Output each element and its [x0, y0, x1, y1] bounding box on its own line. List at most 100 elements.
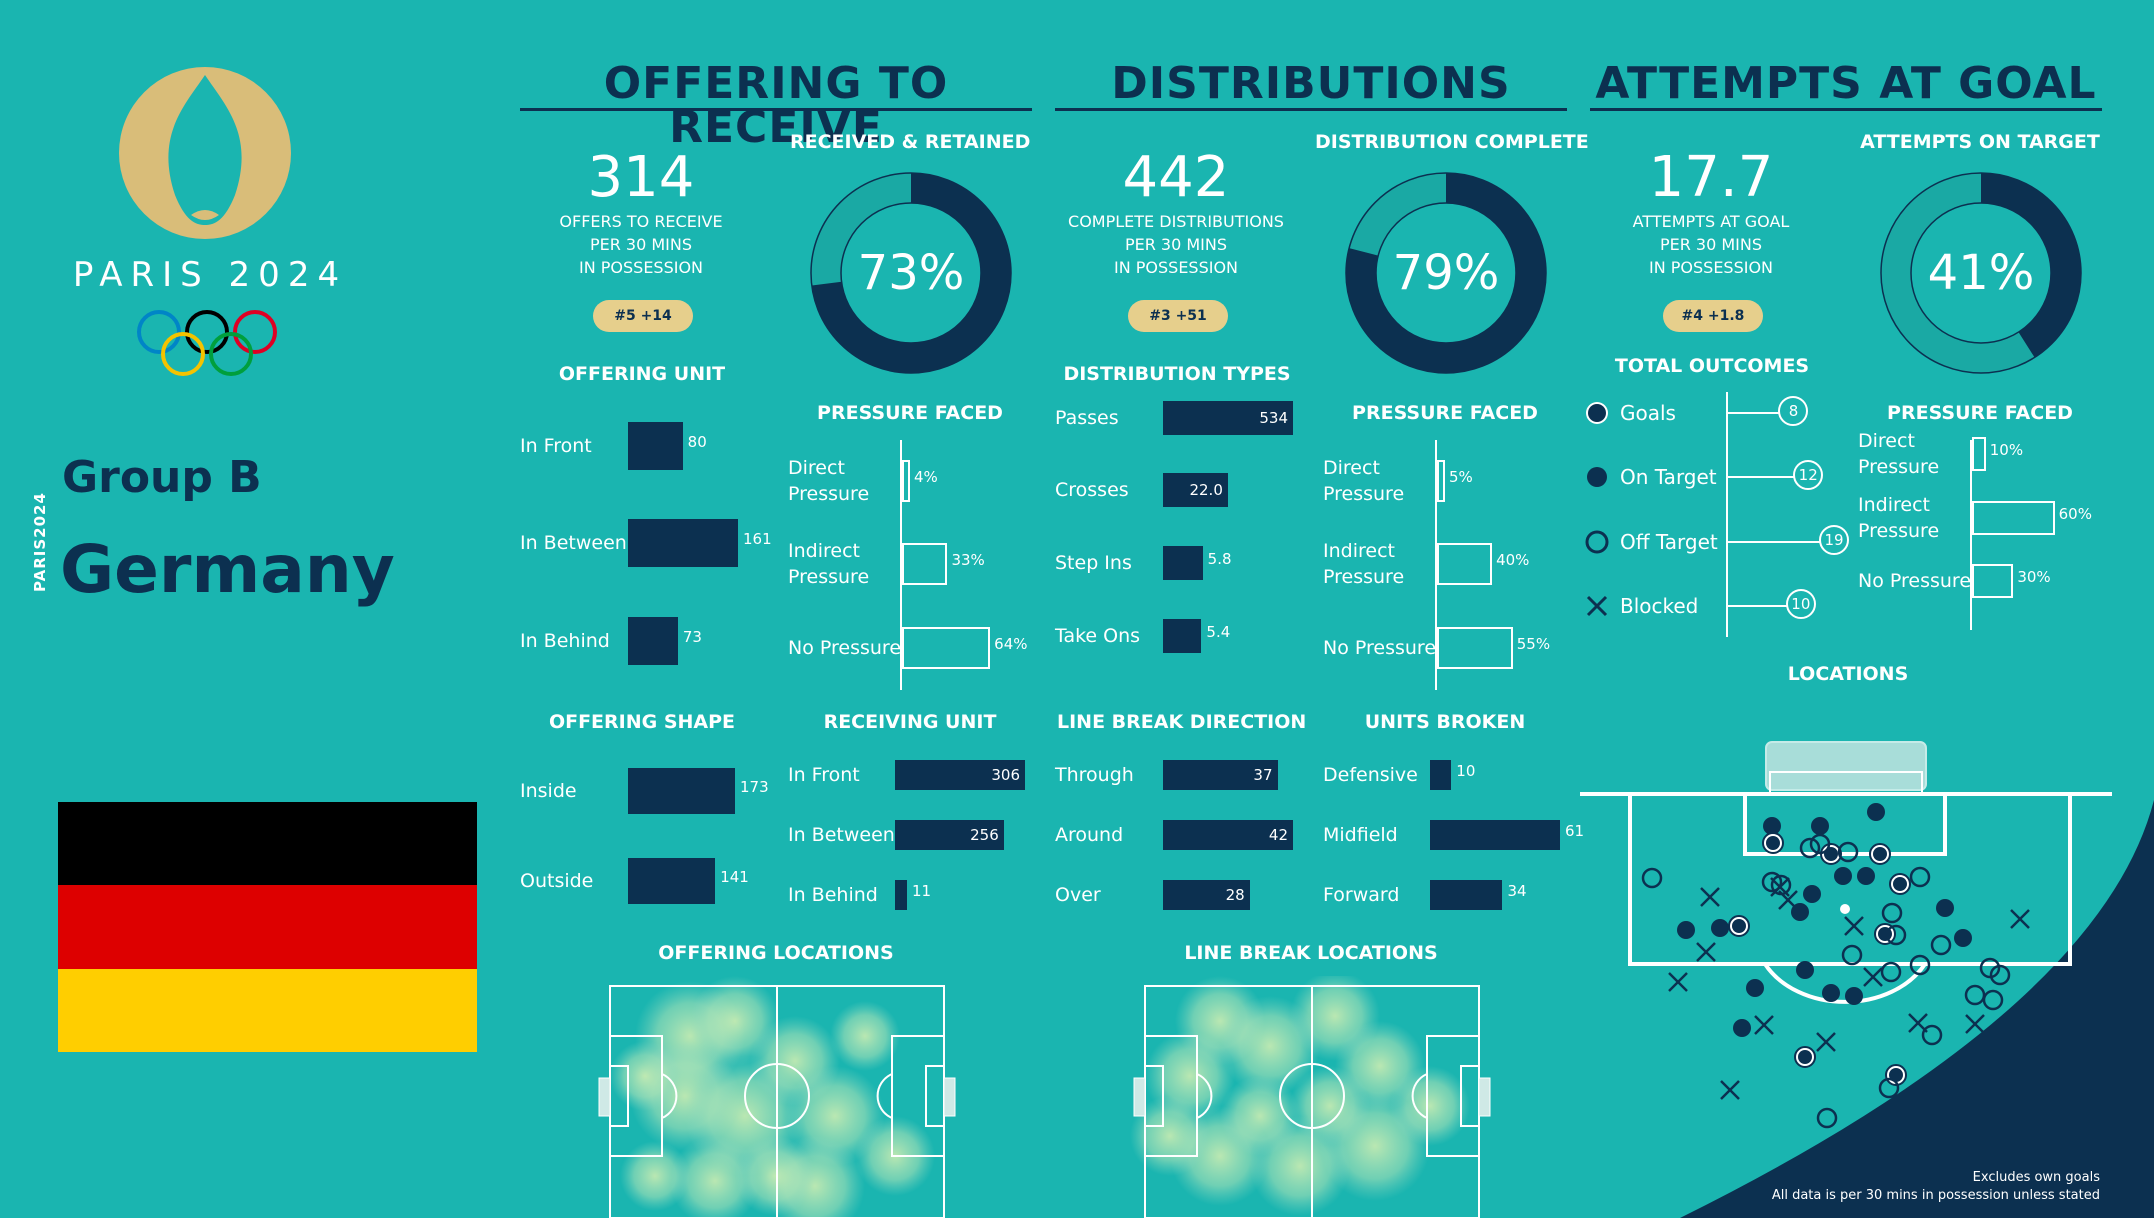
goal-shot-core [1798, 1050, 1812, 1064]
blocked-shot [1778, 890, 1798, 910]
on-target-shot [1811, 817, 1829, 835]
bar-label: Crosses [1055, 479, 1129, 501]
bar-value: 256 [970, 826, 999, 844]
offering-unit-title: OFFERING UNIT [558, 363, 726, 385]
blocked-shot [1844, 916, 1864, 936]
offering-title-rule [520, 108, 1032, 111]
filled-marker-icon [1587, 467, 1607, 487]
goal-right [1478, 1077, 1491, 1117]
bar-value: 306 [991, 766, 1020, 784]
bar-label: Over [1055, 884, 1101, 906]
pressure-label: Indirect [788, 540, 860, 562]
bar [895, 760, 1025, 790]
navy-corner-shape [1680, 800, 2154, 1218]
pressure-bar [1972, 501, 2055, 535]
total-outcomes-title: TOTAL OUTCOMES [1614, 355, 1810, 377]
side-brand-text: PARIS2024 [31, 492, 49, 592]
blocked-shot [2010, 909, 2030, 929]
offers-desc-line: PER 30 MINS [589, 235, 693, 254]
bar [1163, 619, 1202, 653]
outcome-stem [1727, 541, 1821, 543]
team-name: Germany [60, 531, 395, 608]
line-break-locations-heatmap [1130, 976, 1491, 1218]
received-retained-title: RECEIVED & RETAINED [790, 131, 1031, 153]
pressure-label: No Pressure [788, 637, 902, 659]
on-target-shot [1857, 867, 1875, 885]
distributions-title-rule [1055, 108, 1567, 111]
on-target-shot [1822, 984, 1840, 1002]
goal-shot-core [1732, 919, 1746, 933]
off-target-shot [1921, 1024, 1943, 1046]
bar-label: Forward [1323, 884, 1400, 906]
attempts-on-target-pct: 41% [1927, 245, 2035, 301]
offering-pressure-axis [900, 440, 902, 690]
off-target-shot [1841, 944, 1863, 966]
pressure-value: 5% [1449, 468, 1473, 486]
on-target-shot [1677, 921, 1695, 939]
donut-value-arc [1980, 173, 2081, 358]
open-marker-icon [1585, 530, 1609, 554]
attempts-rank-badge: #4 +1.8 [1663, 300, 1763, 332]
bar [628, 519, 738, 567]
shotmap-pitch-lines [1580, 792, 2112, 1004]
on-target-shot [1711, 919, 1729, 937]
on-target-shot [1845, 987, 1863, 1005]
bar-label: Through [1055, 764, 1134, 786]
pressure-value: 64% [994, 635, 1028, 653]
off-target-shot [1881, 902, 1903, 924]
attempts-pressure-title: PRESSURE FACED [1887, 402, 2073, 424]
bar [628, 617, 678, 665]
offers-value: 314 [587, 145, 695, 210]
blocked-shot [1816, 1032, 1836, 1052]
offering-locations-heatmap [598, 976, 956, 1218]
pressure-label: Pressure [1323, 566, 1405, 588]
distributions-section-title: DISTRIBUTIONS [1111, 58, 1511, 109]
outcome-value: 10 [1785, 589, 1816, 619]
pressure-value: 55% [1516, 635, 1551, 653]
pressure-label: Indirect [1858, 494, 1930, 516]
on-target-shot [1803, 885, 1821, 903]
bar-value: 161 [743, 530, 772, 548]
bar [1163, 880, 1250, 910]
bar-value: 534 [1259, 409, 1288, 427]
blocked-shot [1770, 877, 1790, 897]
attempts-desc-line: PER 30 MINS [1659, 235, 1763, 254]
bar [1430, 820, 1560, 850]
bar-value: 5.4 [1206, 623, 1231, 641]
bar [1163, 760, 1278, 790]
offering-locations-title: OFFERING LOCATIONS [658, 942, 894, 964]
goal-net [1765, 741, 1927, 791]
pressure-value: 4% [914, 468, 938, 486]
blocked-shot [1700, 887, 1720, 907]
off-target-shot [1837, 841, 1859, 863]
outcome-label: Off Target [1620, 530, 1718, 554]
bar-value: 80 [687, 433, 707, 451]
paris-2024-emblem-icon [119, 67, 291, 239]
on-target-shot [1936, 899, 1954, 917]
outcome-value: 12 [1793, 460, 1824, 490]
pressure-bar [902, 460, 910, 502]
line-break-locations-title: LINE BREAK LOCATIONS [1184, 942, 1438, 964]
bar [895, 880, 907, 910]
bar [1163, 820, 1293, 850]
goal-shot-core [1873, 847, 1887, 861]
distributions-description: COMPLETE DISTRIBUTIONS PER 30 MINS IN PO… [1046, 210, 1306, 279]
goal-left [1133, 1077, 1146, 1117]
bar-label: Defensive [1323, 764, 1418, 786]
bar [628, 422, 683, 470]
on-target-shot [1834, 867, 1852, 885]
bar [895, 820, 1004, 850]
off-target-shot [1909, 954, 1931, 976]
bar-value: 22.0 [1189, 481, 1223, 499]
distribution-complete-title: DISTRIBUTION COMPLETE [1315, 131, 1589, 153]
pressure-value: 40% [1496, 551, 1530, 569]
distribution-types-title: DISTRIBUTION TYPES [1063, 363, 1291, 385]
bar-value: 28 [1225, 886, 1245, 904]
pressure-label: Indirect [1323, 540, 1395, 562]
blocked-shot [1696, 942, 1716, 962]
bar-label: Around [1055, 824, 1124, 846]
attempts-desc-line: IN POSSESSION [1648, 258, 1774, 277]
bar-value: 34 [1507, 882, 1527, 900]
pressure-label: Pressure [1858, 456, 1940, 478]
offers-description: OFFERS TO RECEIVE PER 30 MINS IN POSSESS… [521, 210, 761, 279]
